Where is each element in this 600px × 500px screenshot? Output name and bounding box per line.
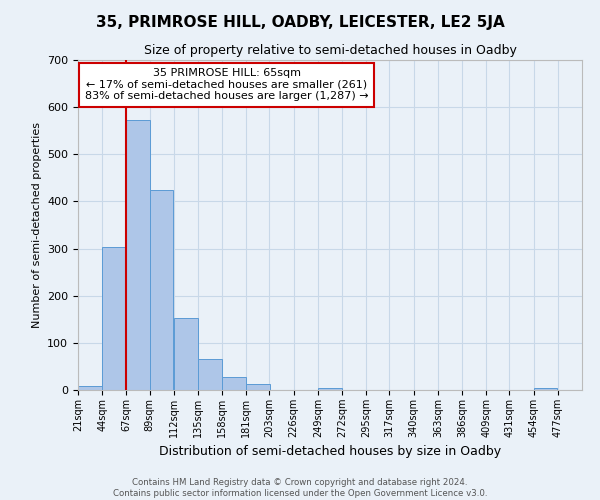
Bar <box>127 120 150 390</box>
Bar <box>174 318 197 390</box>
Bar <box>247 384 270 390</box>
X-axis label: Distribution of semi-detached houses by size in Oadby: Distribution of semi-detached houses by … <box>159 446 501 458</box>
Bar <box>222 377 246 390</box>
Y-axis label: Number of semi-detached properties: Number of semi-detached properties <box>32 122 41 328</box>
Bar <box>318 388 342 390</box>
Text: 35 PRIMROSE HILL: 65sqm
← 17% of semi-detached houses are smaller (261)
83% of s: 35 PRIMROSE HILL: 65sqm ← 17% of semi-de… <box>85 68 368 102</box>
Bar <box>198 360 222 390</box>
Bar <box>102 247 126 390</box>
Text: 35, PRIMROSE HILL, OADBY, LEICESTER, LE2 5JA: 35, PRIMROSE HILL, OADBY, LEICESTER, LE2… <box>95 15 505 30</box>
Bar <box>78 386 102 390</box>
Bar <box>149 190 173 390</box>
Text: Contains HM Land Registry data © Crown copyright and database right 2024.
Contai: Contains HM Land Registry data © Crown c… <box>113 478 487 498</box>
Title: Size of property relative to semi-detached houses in Oadby: Size of property relative to semi-detach… <box>143 44 517 58</box>
Bar <box>533 388 557 390</box>
